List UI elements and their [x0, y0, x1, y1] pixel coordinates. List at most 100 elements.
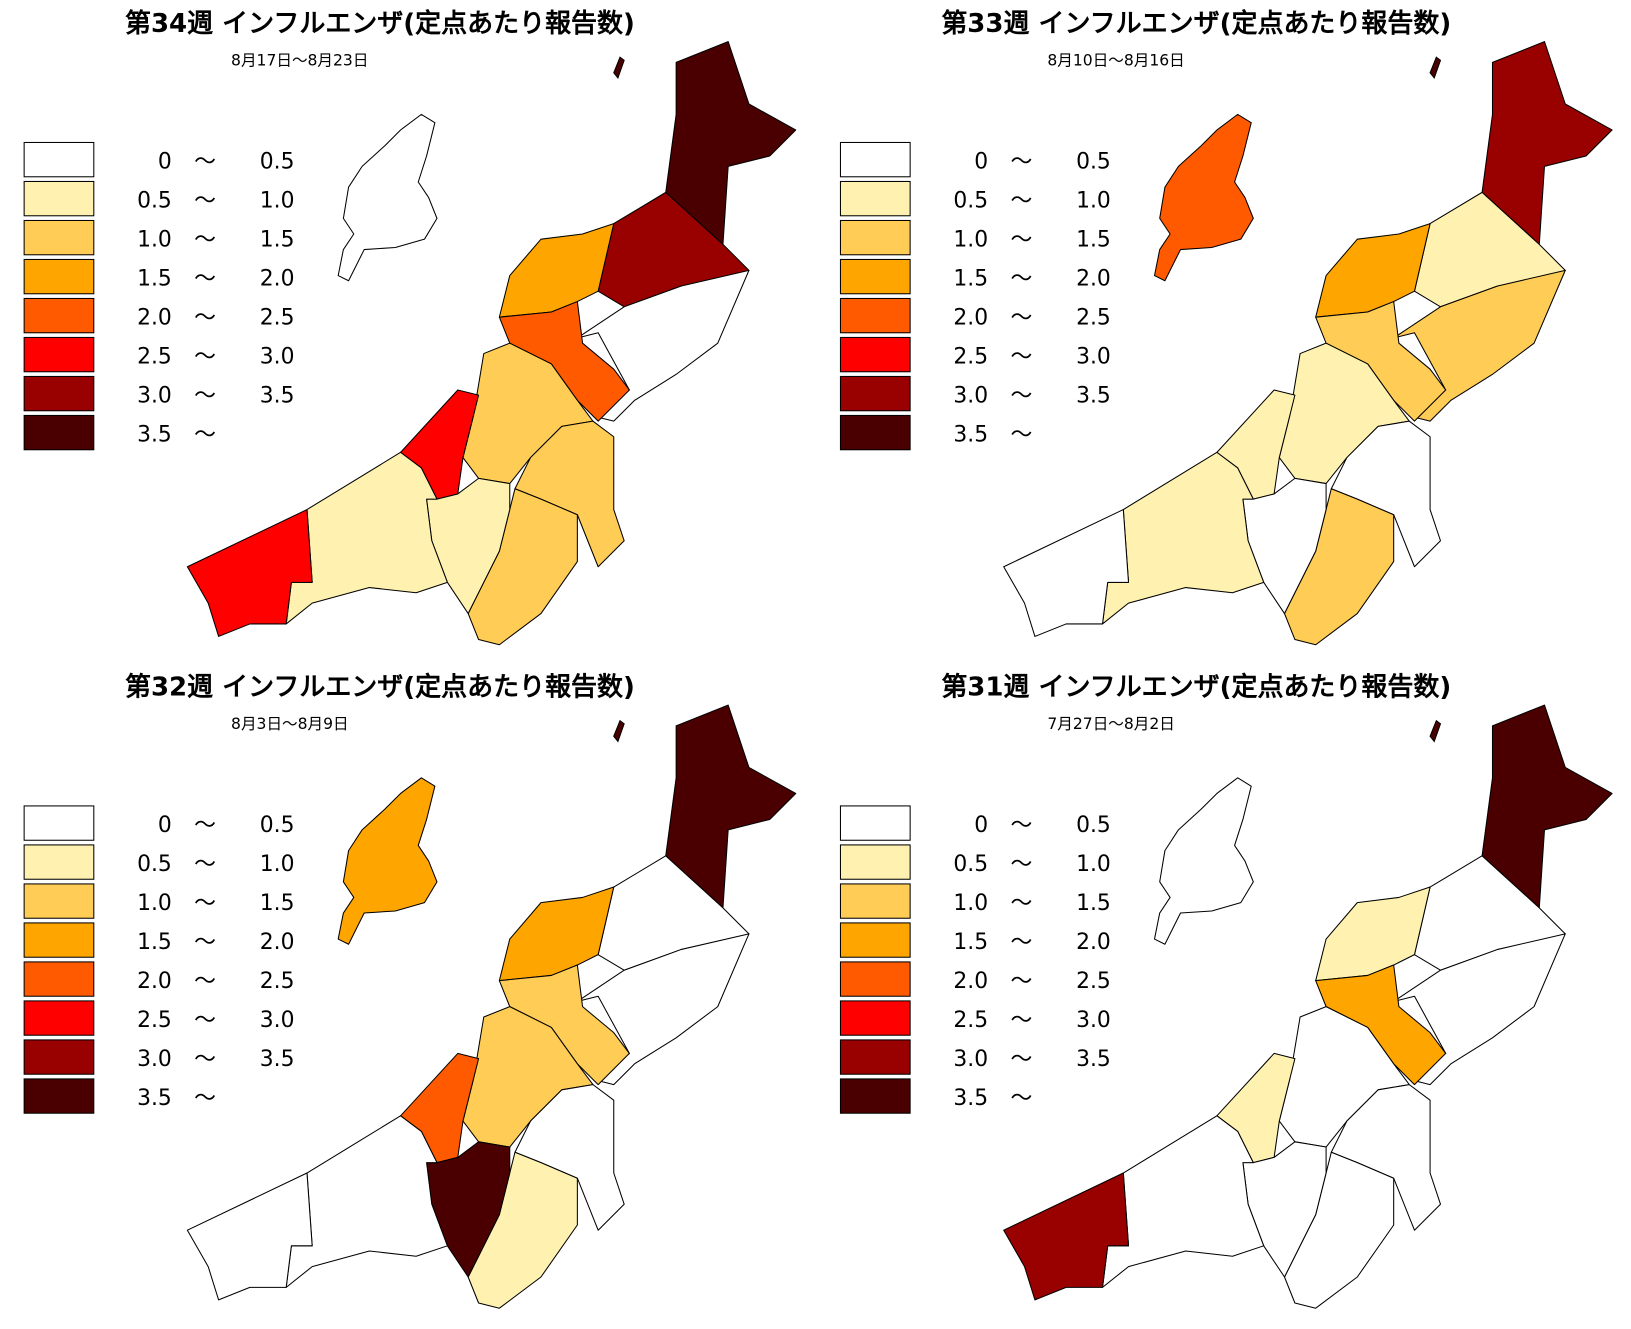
panel-title: 第33週 インフルエンザ(定点あたり報告数) [941, 8, 1451, 39]
region [337, 777, 438, 945]
panel-subtitle: 7月27日～8月2日 [1047, 715, 1174, 733]
legend-swatch [23, 414, 95, 451]
legend-from: 3.0 [953, 1047, 988, 1072]
legend-swatch [23, 922, 95, 958]
legend-from: 0.5 [137, 852, 172, 877]
legend-from: 2.5 [137, 344, 172, 369]
region [186, 1172, 313, 1301]
legend-from: 2.5 [953, 344, 988, 369]
legend-from: 2.5 [137, 1008, 172, 1033]
legend-separator: ～ [1010, 188, 1032, 213]
legend-to: 1.5 [1076, 227, 1111, 252]
region [285, 1115, 448, 1288]
region [186, 509, 313, 637]
region [498, 886, 615, 982]
legend-to: 3.0 [1076, 1008, 1111, 1033]
legend-swatch [23, 1000, 95, 1036]
legend-swatch [839, 1000, 911, 1036]
legend-to: 2.5 [1076, 969, 1111, 994]
legend-swatch [23, 375, 95, 412]
legend-swatch [839, 844, 911, 880]
legend-separator: ～ [194, 1047, 216, 1072]
legend-swatch [23, 883, 95, 919]
legend-separator: ～ [194, 266, 216, 291]
legend-from: 3.5 [137, 422, 172, 447]
panel: 第34週 インフルエンザ(定点あたり報告数) 8月17日～8月23日 0 ～ 0.5 0.… [23, 8, 797, 646]
legend-swatch [23, 805, 95, 841]
legend-to: 3.0 [260, 1008, 295, 1033]
legend-swatch [839, 1078, 911, 1114]
legend-swatch [23, 1039, 95, 1075]
legend-swatch [839, 141, 911, 178]
legend-from: 0.5 [137, 188, 172, 213]
region [665, 41, 797, 245]
legend-separator: ～ [1010, 383, 1032, 408]
legend-separator: ～ [1010, 227, 1032, 252]
legend-to: 1.5 [1076, 891, 1111, 916]
legend-to: 1.5 [260, 227, 295, 252]
legend-swatch [839, 297, 911, 334]
panel-subtitle: 8月10日～8月16日 [1047, 52, 1184, 70]
legend-separator: ～ [194, 227, 216, 252]
region [1393, 269, 1566, 422]
legend-from: 3.5 [953, 1086, 988, 1111]
region [1481, 704, 1613, 909]
panel: 第31週 インフルエンザ(定点あたり報告数) 7月27日～8月2日 0 ～ 0.5 0.5… [839, 672, 1613, 1309]
legend-separator: ～ [194, 969, 216, 994]
legend-from: 0 [974, 149, 988, 174]
legend-swatch [23, 141, 95, 178]
legend-to: 2.0 [1076, 930, 1111, 955]
legend-to: 3.5 [1076, 1047, 1111, 1072]
legend-separator: ～ [1010, 149, 1032, 174]
legend-to: 2.0 [1076, 266, 1111, 291]
panel-title: 第32週 インフルエンザ(定点あたり報告数) [125, 672, 635, 703]
legend-separator: ～ [1010, 1086, 1032, 1111]
legend-to: 0.5 [1076, 149, 1111, 174]
legend-to: 1.0 [260, 852, 295, 877]
legend-from: 1.0 [137, 891, 172, 916]
legend-from: 2.0 [953, 969, 988, 994]
legend-from: 1.0 [137, 227, 172, 252]
legend-to: 3.0 [1076, 344, 1111, 369]
legend-to: 1.5 [260, 891, 295, 916]
legend-to: 3.5 [260, 383, 295, 408]
legend-separator: ～ [1010, 891, 1032, 916]
legend-from: 1.5 [137, 266, 172, 291]
legend-swatch [23, 258, 95, 295]
region [1315, 223, 1431, 318]
region [337, 113, 438, 282]
legend-to: 1.0 [260, 188, 295, 213]
legend-separator: ～ [194, 1008, 216, 1033]
legend-swatch [839, 883, 911, 919]
region [576, 269, 750, 422]
legend-to: 3.5 [1076, 383, 1111, 408]
legend-separator: ～ [194, 188, 216, 213]
legend-to: 3.0 [260, 344, 295, 369]
legend-separator: ～ [1010, 852, 1032, 877]
legend-swatch [839, 336, 911, 373]
legend-from: 1.5 [953, 266, 988, 291]
legend-swatch [23, 844, 95, 880]
legend-separator: ～ [1010, 969, 1032, 994]
legend-from: 0.5 [953, 188, 988, 213]
legend-from: 2.5 [953, 1008, 988, 1033]
legend-separator: ～ [1010, 930, 1032, 955]
legend-from: 3.0 [953, 383, 988, 408]
legend-separator: ～ [1010, 1047, 1032, 1072]
legend-from: 1.0 [953, 891, 988, 916]
legend-swatch [23, 336, 95, 373]
legend-swatch [23, 180, 95, 217]
panel: 第33週 インフルエンザ(定点あたり報告数) 8月10日～8月16日 0 ～ 0.5 0.… [839, 8, 1613, 646]
panel: 第32週 インフルエンザ(定点あたり報告数) 8月3日～8月9日 0 ～ 0.5 0.5 ～… [23, 672, 797, 1309]
legend-from: 0 [158, 149, 172, 174]
legend-to: 2.0 [260, 266, 295, 291]
legend-separator: ～ [1010, 305, 1032, 330]
legend-to: 1.0 [1076, 852, 1111, 877]
region [285, 451, 448, 625]
region [498, 223, 615, 318]
legend-to: 0.5 [1076, 813, 1111, 838]
legend-from: 2.0 [137, 305, 172, 330]
legend-separator: ～ [1010, 344, 1032, 369]
legend-swatch [839, 375, 911, 412]
